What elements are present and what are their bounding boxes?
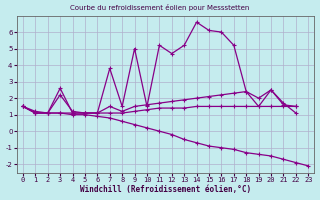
Text: Courbe du refroidissement éolien pour Messstetten: Courbe du refroidissement éolien pour Me…	[70, 4, 250, 11]
X-axis label: Windchill (Refroidissement éolien,°C): Windchill (Refroidissement éolien,°C)	[80, 185, 251, 194]
